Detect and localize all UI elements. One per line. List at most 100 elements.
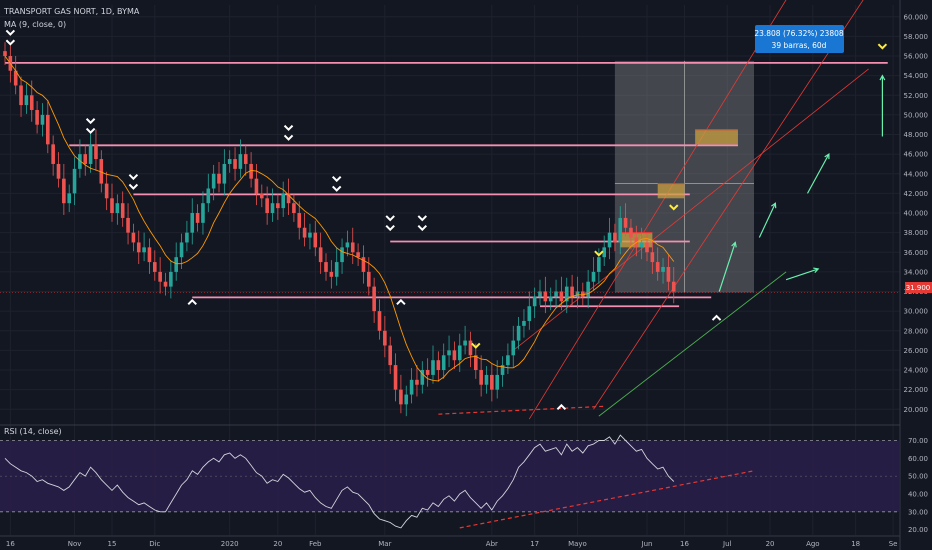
candle[interactable] [324, 253, 328, 281]
candle[interactable] [522, 309, 526, 338]
candle[interactable] [441, 343, 446, 379]
candle[interactable] [463, 325, 467, 355]
candle[interactable] [286, 178, 291, 215]
candle[interactable] [104, 171, 109, 211]
candle[interactable] [142, 232, 146, 262]
candle[interactable] [484, 366, 489, 394]
candle[interactable] [276, 194, 280, 220]
candle[interactable] [661, 258, 665, 284]
candle[interactable] [147, 238, 152, 274]
candle[interactable] [415, 365, 419, 397]
candle[interactable] [163, 272, 168, 296]
candle[interactable] [190, 198, 195, 245]
candle[interactable] [217, 161, 221, 193]
candle[interactable] [201, 191, 205, 235]
candle[interactable] [67, 184, 71, 213]
candle[interactable] [334, 247, 339, 286]
candle[interactable] [543, 276, 548, 314]
candle[interactable] [297, 201, 302, 240]
candle[interactable] [431, 345, 435, 384]
candle[interactable] [591, 257, 596, 291]
candle[interactable] [345, 230, 350, 257]
candle[interactable] [425, 358, 430, 387]
measure-callout[interactable]: 23.808 (76.32%) 23808 39 barras, 60d [754, 25, 844, 53]
candle[interactable] [655, 247, 660, 281]
candle[interactable] [169, 260, 173, 299]
candle[interactable] [72, 157, 77, 206]
candle[interactable] [575, 276, 580, 309]
candle[interactable] [516, 317, 521, 350]
candle[interactable] [62, 163, 66, 215]
candle[interactable] [51, 135, 55, 176]
candle[interactable] [409, 368, 414, 404]
candle[interactable] [511, 325, 516, 368]
candle[interactable] [131, 223, 136, 252]
candle[interactable] [383, 316, 387, 358]
candle[interactable] [666, 255, 671, 291]
candle[interactable] [629, 218, 633, 250]
candle[interactable] [136, 230, 141, 265]
candle[interactable] [222, 149, 227, 196]
candle[interactable] [613, 223, 617, 252]
candle[interactable] [227, 150, 232, 173]
candle[interactable] [671, 266, 676, 304]
candle[interactable] [78, 139, 82, 178]
rsi-axis[interactable]: 70.00 60.00 50.00 40.00 30.00 20.00 [908, 437, 928, 534]
candle[interactable] [618, 206, 623, 255]
candle[interactable] [233, 147, 237, 181]
candle[interactable] [110, 183, 114, 222]
candle[interactable] [361, 245, 366, 284]
candle[interactable] [19, 76, 23, 117]
candle[interactable] [265, 186, 269, 225]
candle[interactable] [490, 363, 494, 402]
candle[interactable] [24, 83, 29, 114]
candle[interactable] [554, 279, 558, 309]
candle[interactable] [158, 257, 162, 294]
candle[interactable] [292, 194, 296, 222]
candle[interactable] [179, 233, 184, 269]
candle[interactable] [243, 145, 248, 176]
candle[interactable] [506, 343, 510, 374]
candle[interactable] [650, 240, 655, 274]
candle[interactable] [115, 194, 120, 225]
candle[interactable] [399, 374, 403, 414]
candle[interactable] [404, 385, 409, 417]
candle[interactable] [356, 243, 360, 267]
candle[interactable] [447, 335, 451, 368]
candle[interactable] [126, 203, 130, 245]
candle[interactable] [457, 333, 462, 372]
candle[interactable] [474, 343, 478, 379]
candle[interactable] [468, 331, 473, 368]
price-axis[interactable]: 60.000 58.000 56.000 54.000 52.000 50.000 48.0… [904, 13, 929, 413]
candle[interactable] [206, 173, 211, 213]
candle[interactable] [35, 101, 39, 134]
rsi-series-line[interactable] [4, 434, 675, 529]
candle[interactable] [174, 242, 178, 281]
candle[interactable] [153, 250, 157, 281]
candle[interactable] [479, 355, 483, 397]
ma-legend[interactable]: MA (9, close, 0) [4, 20, 66, 29]
candle[interactable] [329, 260, 334, 289]
candle[interactable] [607, 217, 612, 260]
candle[interactable] [602, 235, 606, 267]
candle[interactable] [313, 220, 318, 257]
candle[interactable] [211, 164, 216, 201]
time-axis[interactable]: 16 Nov 15 Dic 2020 20 Feb Mar Abr 17 Mayo Jun 16 Jul 2… [6, 540, 898, 548]
candle[interactable] [564, 277, 569, 314]
candle[interactable] [548, 287, 553, 311]
candle[interactable] [120, 191, 125, 227]
candle[interactable] [281, 181, 285, 217]
candle[interactable] [238, 139, 243, 178]
candle[interactable] [586, 269, 590, 309]
candle[interactable] [249, 152, 253, 188]
candle[interactable] [452, 341, 457, 370]
candle[interactable] [302, 213, 307, 247]
candle[interactable] [350, 227, 355, 265]
candle[interactable] [3, 42, 7, 65]
symbol-legend[interactable]: TRANSPORT GAS NORT, 1D, BYMA [3, 7, 140, 16]
candle[interactable] [99, 150, 104, 193]
rsi-panel[interactable] [0, 434, 900, 529]
candle[interactable] [420, 361, 425, 394]
candle[interactable] [270, 188, 275, 222]
